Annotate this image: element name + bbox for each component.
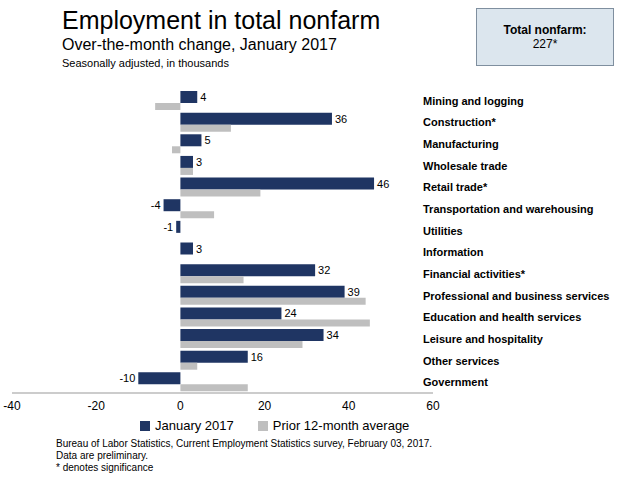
svg-text:Utilities: Utilities <box>423 225 463 237</box>
svg-text:Government: Government <box>423 376 488 388</box>
svg-text:Construction*: Construction* <box>423 116 496 128</box>
svg-text:-20: -20 <box>88 399 106 413</box>
svg-text:39: 39 <box>348 286 360 298</box>
html-text:Over-the-month change, January: Over-the-month change, January 2017 <box>62 36 337 53</box>
svg-text:Financial activities*: Financial activities* <box>423 268 526 280</box>
html-text:January 2017: January 2017 <box>155 418 234 433</box>
html-text:227*: 227* <box>532 37 558 51</box>
svg-text:Transportation and warehousing: Transportation and warehousing <box>423 203 594 215</box>
html-text:Seasonally adjusted, in thousa: Seasonally adjusted, in thousands <box>62 57 229 69</box>
html-text:Total nonfarm:: Total nonfarm: <box>503 23 587 37</box>
html-text:Prior 12-month average: Prior 12-month average <box>272 418 410 433</box>
svg-text:Retail trade*: Retail trade* <box>423 181 488 193</box>
svg-text:Information: Information <box>423 246 484 258</box>
html-text:Bureau of Labor Statistics, Cu: Bureau of Labor Statistics, Current Empl… <box>56 438 433 449</box>
svg-text:46: 46 <box>377 178 389 190</box>
svg-text:0: 0 <box>177 399 184 413</box>
svg-text:-40: -40 <box>8 399 21 413</box>
svg-text:34: 34 <box>327 329 339 341</box>
html-text:Data are preliminary.: Data are preliminary. <box>56 450 149 461</box>
svg-text:36: 36 <box>335 113 347 125</box>
svg-text:Education and health services: Education and health services <box>423 311 581 323</box>
svg-text:20: 20 <box>258 399 272 413</box>
svg-text:-4: -4 <box>151 199 161 211</box>
svg-text:Professional and business serv: Professional and business services <box>423 290 609 302</box>
svg-text:Wholesale trade: Wholesale trade <box>423 160 507 172</box>
svg-text:5: 5 <box>204 134 210 146</box>
svg-text:-10: -10 <box>119 372 135 384</box>
svg-text:4: 4 <box>200 91 206 103</box>
svg-text:40: 40 <box>342 399 356 413</box>
svg-text:-1: -1 <box>163 221 173 233</box>
svg-text:32: 32 <box>318 264 330 276</box>
svg-text:3: 3 <box>196 243 202 255</box>
svg-text:Other services: Other services <box>423 355 499 367</box>
svg-text:Leisure and hospitality: Leisure and hospitality <box>423 333 544 345</box>
svg-text:Mining and logging: Mining and logging <box>423 95 524 107</box>
svg-text:Manufacturing: Manufacturing <box>423 138 499 150</box>
svg-text:3: 3 <box>196 156 202 168</box>
html-text:* denotes significance: * denotes significance <box>56 462 154 473</box>
html-text:Employment in total nonfarm: Employment in total nonfarm <box>62 6 381 34</box>
svg-text:60: 60 <box>426 399 440 413</box>
svg-text:16: 16 <box>251 351 263 363</box>
svg-text:24: 24 <box>284 307 296 319</box>
